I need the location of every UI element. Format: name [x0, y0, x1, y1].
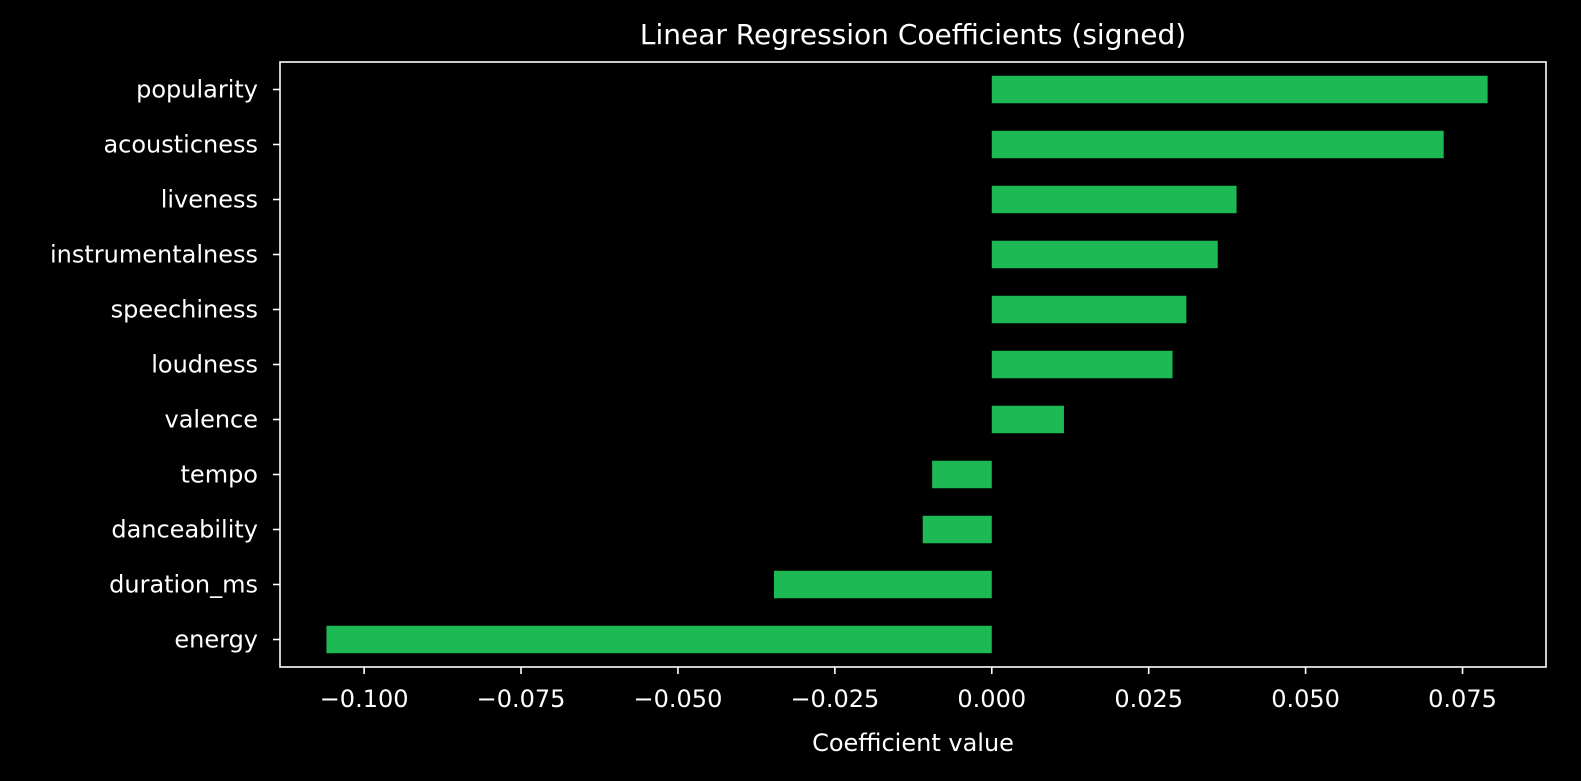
y-tick-label: acousticness — [103, 131, 258, 159]
x-axis: −0.100 −0.075 −0.050 −0.025 0.000 0.025 0.050 0… — [320, 667, 1497, 713]
x-tick-label: −0.025 — [790, 685, 879, 713]
bar-acousticness — [991, 130, 1444, 159]
x-tick-label: 0.025 — [1114, 685, 1183, 713]
bar-liveness — [991, 185, 1237, 214]
y-tick-label: liveness — [161, 186, 258, 214]
x-tick-label: −0.100 — [320, 685, 409, 713]
x-tick-label: 0.000 — [957, 685, 1026, 713]
x-tick-label: −0.050 — [634, 685, 723, 713]
y-tick-label: duration_ms — [109, 571, 258, 599]
bar-popularity — [991, 75, 1488, 104]
bars-layer — [326, 75, 1488, 654]
bar-speechiness — [991, 295, 1187, 324]
y-tick-label: loudness — [151, 351, 258, 379]
y-tick-label: speechiness — [111, 296, 258, 324]
y-tick-label: popularity — [136, 76, 258, 104]
x-tick-label: 0.050 — [1271, 685, 1340, 713]
y-axis: popularity acousticness liveness instrument… — [50, 76, 280, 654]
y-tick-label: instrumentalness — [50, 241, 258, 269]
bar-tempo — [932, 460, 992, 489]
y-tick-label: tempo — [181, 461, 258, 489]
bar-loudness — [991, 350, 1173, 379]
x-tick-label: 0.075 — [1428, 685, 1497, 713]
bar-danceability — [922, 515, 992, 544]
bar-valence — [991, 405, 1064, 434]
x-tick-label: −0.075 — [477, 685, 566, 713]
y-tick-label: valence — [164, 406, 258, 434]
y-tick-label: danceability — [111, 516, 258, 544]
x-axis-label: Coefficient value — [812, 729, 1014, 757]
y-tick-label: energy — [174, 626, 258, 654]
plot-frame — [279, 61, 1547, 668]
bar-duration-ms — [773, 570, 992, 599]
chart-title: Linear Regression Coefficients (signed) — [640, 18, 1186, 51]
bar-instrumentalness — [991, 240, 1218, 269]
bar-energy — [326, 625, 992, 654]
